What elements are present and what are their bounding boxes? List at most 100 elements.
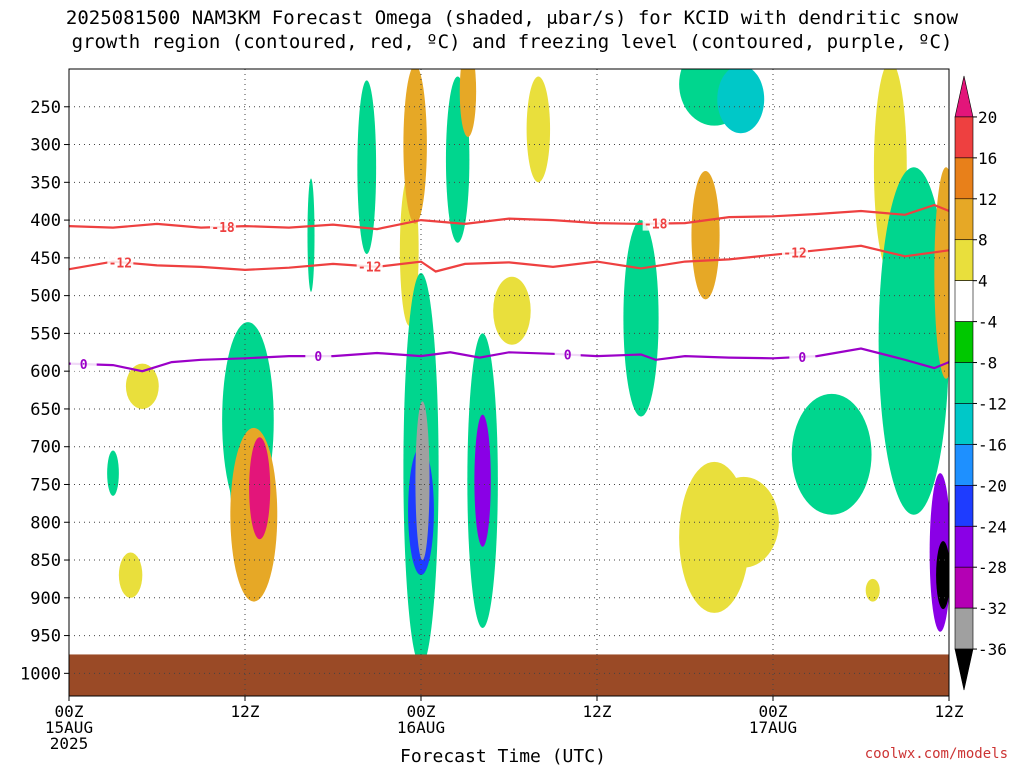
contour-label-bg [107, 255, 134, 270]
omega-cell [403, 69, 427, 224]
plot-frame [68, 68, 950, 697]
y-tick-label: 750 [30, 475, 61, 495]
x-tick-label: 2025 [50, 734, 89, 753]
omega-cell [118, 552, 143, 598]
omega-cell [936, 541, 949, 610]
omega-cell [249, 437, 271, 540]
colorbar-swatch [954, 444, 974, 486]
colorbar-label: -36 [978, 640, 1007, 659]
colorbar-label: 8 [978, 231, 988, 250]
chart-title-line-2: growth region (contoured, red, ºC) and f… [71, 31, 953, 53]
omega-cell [107, 450, 119, 496]
y-tick-label: 250 [30, 98, 61, 118]
colorbar-swatch [954, 116, 974, 159]
colorbar-swatch [954, 648, 974, 691]
contour-label: 0 [564, 349, 572, 364]
colorbar-label: 20 [978, 108, 997, 127]
y-tick-label: 400 [30, 211, 61, 231]
colorbar-label: -4 [978, 313, 997, 332]
y-tick-label: 700 [30, 438, 61, 458]
colorbar-swatch [954, 485, 974, 527]
omega-cell [357, 80, 377, 255]
x-tick-label: 00Z [55, 702, 84, 721]
contour-line [69, 244, 949, 273]
y-tick-label: 550 [30, 324, 61, 344]
omega-cell [934, 167, 949, 379]
contour-label-bg [305, 349, 332, 364]
contour-label-bg [356, 259, 383, 274]
omega-cell [474, 414, 491, 547]
contour-line [69, 347, 949, 373]
colorbar-label: 4 [978, 272, 988, 291]
colorbar-label: -12 [978, 394, 1007, 413]
y-tick-label: 500 [30, 287, 61, 307]
colorbar-label: -8 [978, 354, 997, 373]
omega-cell [307, 178, 315, 292]
contour-label: -12 [783, 247, 806, 262]
y-tick-label: 1000 [20, 664, 61, 684]
colorbar-swatch [954, 75, 974, 118]
colorbar-label: 12 [978, 190, 997, 209]
omega-cell [415, 401, 430, 561]
contour-label-bg [642, 216, 669, 231]
omega-cell [459, 69, 477, 137]
y-tick-label: 600 [30, 362, 61, 382]
colorbar-swatch [954, 362, 974, 404]
chart-title-line-1: 2025081500 NAM3KM Forecast Omega (shaded… [65, 7, 959, 29]
contour-label: -18 [644, 218, 668, 233]
omega-cell [526, 76, 551, 183]
contour-label: -18 [211, 221, 235, 236]
omega-cell [865, 578, 880, 602]
y-tick-label: 900 [30, 589, 61, 609]
omega-cell [493, 276, 531, 345]
colorbar-label: -28 [978, 558, 1007, 577]
contour-label: -12 [109, 256, 132, 271]
y-tick-label: 300 [30, 136, 61, 156]
y-tick-label: 950 [30, 627, 61, 647]
contour-label-bg [210, 219, 236, 234]
contour-label: 0 [80, 358, 88, 373]
omega-cell [791, 393, 872, 515]
x-tick-label: 12Z [231, 702, 260, 721]
colorbar-swatch [954, 280, 974, 322]
y-tick-label: 350 [30, 173, 61, 193]
colorbar-swatch [954, 157, 974, 200]
colorbar-swatch [954, 403, 974, 445]
colorbar-swatch [954, 525, 974, 568]
colorbar-label: 16 [978, 149, 997, 168]
colorbar-swatch [954, 607, 974, 650]
contour-line [69, 203, 949, 231]
x-tick-label: 00Z [407, 702, 436, 721]
x-tick-label: 17AUG [749, 718, 797, 737]
y-tick-label: 850 [30, 551, 61, 571]
omega-cell [679, 461, 750, 613]
x-tick-label: 12Z [935, 702, 964, 721]
contour-label-bg [70, 357, 97, 372]
x-axis-label: Forecast Time (UTC) [400, 746, 606, 767]
contour-label: 0 [314, 350, 322, 365]
omega-cell [691, 170, 720, 300]
source-credit: coolwx.com/models [864, 746, 1008, 762]
colorbar-swatch [954, 198, 974, 241]
colorbar-swatch [954, 321, 974, 363]
omega-cell [717, 69, 765, 134]
omega-cell [125, 363, 159, 409]
contour-label: -12 [358, 260, 381, 275]
contour-label: 0 [798, 351, 806, 366]
colorbar-label: -20 [978, 476, 1007, 495]
y-tick-label: 650 [30, 400, 61, 420]
x-tick-label: 00Z [759, 702, 788, 721]
x-tick-label: 15AUG [45, 718, 93, 737]
contour-label-bg [789, 349, 816, 364]
y-tick-label: 450 [30, 249, 61, 269]
y-tick-label: 800 [30, 513, 61, 533]
colorbar-swatch [954, 566, 974, 609]
colorbar-label: -24 [978, 517, 1007, 536]
x-tick-label: 16AUG [397, 718, 445, 737]
colorbar-label: -32 [978, 599, 1007, 618]
colorbar-swatch [954, 239, 974, 281]
contour-label-bg [554, 347, 581, 362]
ground-layer [69, 654, 949, 696]
omega-cell [623, 220, 659, 417]
